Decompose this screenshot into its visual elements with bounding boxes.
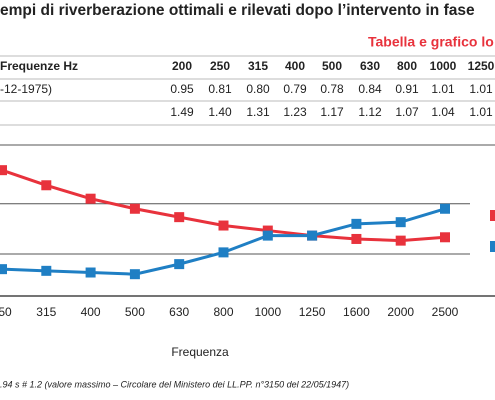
column-header: 400 xyxy=(285,59,305,73)
x-tick-label: 50 xyxy=(0,305,12,319)
point xyxy=(41,265,52,276)
cell: 0.84 xyxy=(358,82,382,96)
footnote: .94 s # 1.2 (valore massimo – Circolare … xyxy=(0,379,349,389)
point xyxy=(0,165,7,176)
cell: 1.49 xyxy=(170,105,194,119)
point xyxy=(41,180,52,191)
point xyxy=(0,264,7,275)
cell: 0.78 xyxy=(320,82,344,96)
point xyxy=(85,267,96,278)
point xyxy=(85,193,96,204)
x-tick-label: 2500 xyxy=(432,305,459,319)
point xyxy=(395,235,406,246)
title: empi di riverberazione ottimali e rileva… xyxy=(0,2,475,19)
column-header: 800 xyxy=(397,59,417,73)
cell: 0.79 xyxy=(283,82,307,96)
cell: 1.40 xyxy=(208,105,232,119)
point xyxy=(174,212,185,223)
point xyxy=(351,218,362,229)
cell: 1.07 xyxy=(395,105,419,119)
column-header: 200 xyxy=(172,59,192,73)
x-tick-label: 315 xyxy=(36,305,56,319)
point xyxy=(218,220,229,231)
cell: 1.12 xyxy=(358,105,382,119)
cell: 1.01 xyxy=(469,82,493,96)
point xyxy=(218,247,229,258)
cell: 1.17 xyxy=(320,105,344,119)
cell: 0.95 xyxy=(170,82,194,96)
x-axis-label: Frequenza xyxy=(171,345,229,359)
cell: 1.01 xyxy=(469,105,493,119)
x-tick-label: 1000 xyxy=(254,305,281,319)
x-tick-label: 1250 xyxy=(299,305,326,319)
point xyxy=(262,225,273,236)
row-label: -12-1975) xyxy=(0,82,52,96)
column-header: 500 xyxy=(322,59,342,73)
legend-key xyxy=(490,210,495,221)
cell: 0.91 xyxy=(395,82,419,96)
point xyxy=(129,269,140,280)
cell: 0.80 xyxy=(246,82,270,96)
point xyxy=(129,203,140,214)
legend-key xyxy=(490,241,495,252)
point xyxy=(440,232,450,243)
column-header: 1250 xyxy=(468,59,495,73)
column-header: 630 xyxy=(360,59,380,73)
x-tick-label: 400 xyxy=(81,305,101,319)
point xyxy=(307,230,318,241)
cell: 1.23 xyxy=(283,105,307,119)
x-tick-label: 500 xyxy=(125,305,145,319)
cell: 0.81 xyxy=(208,82,232,96)
x-tick-label: 800 xyxy=(213,305,233,319)
column-header: 315 xyxy=(248,59,268,73)
x-tick-label: 630 xyxy=(169,305,189,319)
point xyxy=(351,233,362,244)
point xyxy=(174,259,185,270)
point xyxy=(395,217,406,228)
cell: 1.31 xyxy=(246,105,270,119)
subtitle: Tabella e grafico lo xyxy=(368,34,494,50)
table-header-label: Frequenze Hz xyxy=(0,59,78,73)
x-tick-label: 1600 xyxy=(343,305,370,319)
cell: 1.04 xyxy=(431,105,455,119)
column-header: 1000 xyxy=(430,59,457,73)
x-tick-label: 2000 xyxy=(387,305,414,319)
point xyxy=(262,230,273,241)
point xyxy=(440,203,450,214)
series-line xyxy=(1,207,446,276)
column-header: 250 xyxy=(210,59,230,73)
cell: 1.01 xyxy=(431,82,455,96)
